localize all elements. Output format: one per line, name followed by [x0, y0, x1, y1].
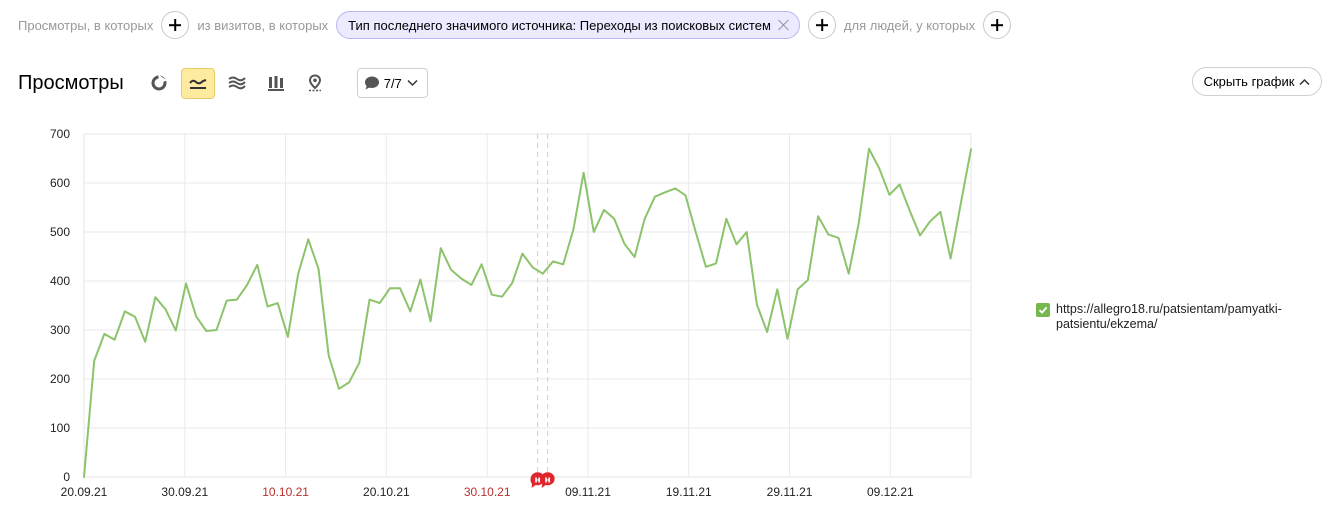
- x-tick-label: 29.11.21: [767, 485, 813, 499]
- chart-header: Просмотры: [18, 66, 428, 100]
- bar-chart-icon: [267, 76, 284, 91]
- legend-checkbox[interactable]: [1036, 303, 1050, 317]
- checkmark-icon: [1038, 306, 1048, 314]
- line-chart-view-button[interactable]: [180, 67, 215, 99]
- area-chart-view-button[interactable]: [220, 68, 254, 99]
- y-axis-ticks: 0 100 200 300 400 500 600 700: [50, 127, 70, 484]
- event-marker-lines: [537, 134, 549, 477]
- x-tick-label: 30.09.21: [161, 485, 208, 499]
- bar-chart-view-button[interactable]: [259, 68, 293, 99]
- x-tick-label: 30.10.21: [464, 485, 511, 499]
- x-tick-label: 20.10.21: [363, 485, 410, 499]
- filter-label-people: для людей, у которых: [843, 17, 976, 33]
- x-tick-label: 09.11.21: [565, 485, 611, 499]
- x-tick-label: 09.12.21: [867, 485, 914, 499]
- stacked-area-icon: [228, 76, 246, 90]
- map-pin-icon: [308, 74, 321, 92]
- line-chart-icon: [188, 79, 207, 89]
- comment-bubble-icon: [364, 76, 379, 90]
- filter-label-views: Просмотры, в которых: [18, 17, 154, 33]
- x-tick-label: 20.09.21: [61, 485, 108, 499]
- chart-legend: https://allegro18.ru/patsientam/pamyatki…: [1036, 302, 1306, 332]
- y-tick-label: 200: [50, 372, 70, 386]
- plot-area-border: [83, 133, 972, 478]
- y-tick-label: 300: [50, 323, 70, 337]
- y-tick-label: 400: [50, 274, 70, 288]
- comment-marker-glyph: н: [545, 476, 551, 486]
- filter-bar: Просмотры, в которых из визитов, в котор…: [18, 10, 1019, 40]
- close-icon[interactable]: [777, 18, 791, 32]
- hide-chart-button[interactable]: Скрыть график: [1192, 67, 1322, 96]
- add-people-filter-button[interactable]: [983, 11, 1012, 39]
- map-view-button[interactable]: [298, 68, 332, 99]
- legend-series-label: https://allegro18.ru/patsientam/pamyatki…: [1056, 302, 1282, 331]
- pie-chart-view-button[interactable]: [142, 68, 176, 99]
- views-line-chart: 0 100 200 300 400 500 600 700 20.09.21 30.09.21 1…: [50, 127, 972, 499]
- grid-lines: [84, 134, 971, 477]
- comments-count: 7/7: [383, 75, 402, 91]
- comment-marker[interactable]: н: [540, 472, 555, 488]
- y-tick-label: 700: [50, 127, 70, 141]
- x-axis-ticks: 20.09.21 30.09.21 10.10.21 20.10.21 30.10.21…: [61, 485, 914, 499]
- chevron-up-icon: [1299, 78, 1310, 85]
- x-tick-label: 19.11.21: [666, 485, 712, 499]
- comment-marker-bubble: [540, 472, 555, 488]
- y-tick-label: 100: [50, 421, 70, 435]
- add-view-filter-button[interactable]: [161, 11, 190, 39]
- hide-chart-label: Скрыть график: [1203, 74, 1295, 89]
- series-line[interactable]: [83, 147, 972, 478]
- pie-chart-icon: [151, 75, 167, 91]
- chevron-down-icon: [407, 79, 418, 87]
- comment-marker-glyph: н: [534, 476, 540, 486]
- comment-marker-bubble: [530, 472, 545, 488]
- comments-dropdown[interactable]: 7/7: [356, 68, 428, 98]
- source-filter-chip[interactable]: Тип последнего значимого источника: Пере…: [336, 11, 800, 39]
- page-title: Просмотры: [18, 71, 124, 94]
- y-tick-label: 600: [50, 176, 70, 190]
- source-filter-chip-label: Тип последнего значимого источника: Пере…: [348, 17, 771, 33]
- filter-label-visits: из визитов, в которых: [197, 17, 329, 33]
- y-tick-label: 0: [63, 470, 70, 484]
- add-visit-filter-button[interactable]: [807, 11, 836, 39]
- y-tick-label: 500: [50, 225, 70, 239]
- x-tick-label: 10.10.21: [262, 485, 309, 499]
- comment-marker[interactable]: н: [530, 472, 545, 488]
